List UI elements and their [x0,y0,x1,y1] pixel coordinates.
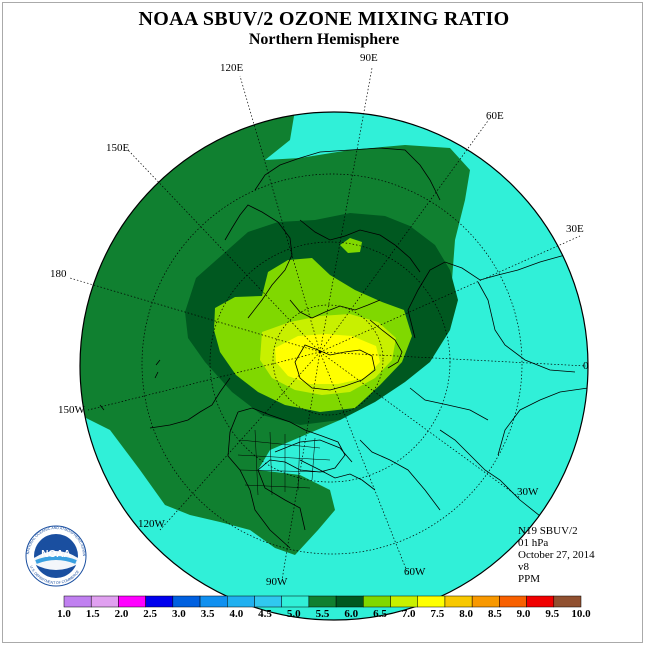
lon-label-90w: 90W [266,576,288,588]
colorbar-tick-label: 8.0 [459,608,473,620]
colorbar [63,595,582,608]
info-level: 01 hPa [518,537,549,549]
colorbar-tick-label: 2.0 [114,608,129,620]
lon-label-90e: 90E [360,52,378,64]
colorbar-tick-label: 3.5 [200,608,215,620]
info-date: October 27, 2014 [518,549,595,561]
colorbar-swatch [90,595,119,608]
colorbar-swatch [281,595,310,608]
colorbar-swatch [199,595,228,608]
colorbar-tick-label: 1.5 [85,608,100,620]
colorbar-tick-label: 2.5 [143,608,158,620]
colorbar-tick-label: 3.0 [172,608,186,620]
colorbar-tick-label: 10.0 [571,608,591,620]
ozone-level-7-0 [275,334,380,384]
noaa-logo: NOAA NATIONAL OCEANIC AND ATMOSPHERIC AD… [20,524,87,587]
colorbar-swatch [118,595,146,608]
colorbar-tick-label: 1.0 [57,608,71,620]
colorbar-tick-label: 7.5 [430,608,445,620]
colorbar-swatch [390,595,418,608]
lon-label-120e: 120E [220,62,244,74]
map-title: NOAA SBUV/2 OZONE MIXING RATIO [138,8,510,30]
lon-label-120w: 120W [138,518,165,530]
info-version: v8 [518,561,529,573]
colorbar-tick-label: 6.5 [373,608,387,620]
colorbar-swatch [172,595,201,608]
lon-label-150e: 150E [106,142,130,154]
colorbar-swatch [471,595,500,608]
noaa-logo-text: NOAA [41,549,70,560]
colorbar-swatch [308,595,337,608]
colorbar-tick-label: 9.5 [545,608,560,620]
colorbar-swatch [254,595,282,608]
colorbar-tick-label: 5.5 [315,608,330,620]
colorbar-swatch [526,595,555,608]
colorbar-tick-label: 4.5 [258,608,272,620]
colorbar-tick-label: 9.0 [516,608,531,620]
colorbar-swatch [417,595,446,608]
info-units: PPM [518,573,541,585]
colorbar-tick-label: 5.0 [286,608,301,620]
lon-label-60e: 60E [486,110,504,122]
colorbar-swatch [363,595,391,608]
coastlines [99,147,588,549]
map-boundary [79,111,589,621]
info-instrument: N19 SBUV/2 [518,525,578,537]
lon-label-60w: 60W [404,566,426,578]
colorbar-tick-label: 4.0 [229,608,244,620]
colorbar-swatch [63,595,92,608]
colorbar-swatch [499,595,527,608]
state-borders [237,429,331,496]
lon-label-0: 0 [583,360,589,372]
colorbar-swatch [335,595,364,608]
colorbar-tick-label: 7.0 [401,608,416,620]
lon-label-30w: 30W [517,486,539,498]
colorbar-swatch [553,595,582,608]
ozone-level-6-0-islet [340,238,362,253]
lon-label-30e: 30E [566,223,584,235]
graticule [69,67,587,581]
lon-label-180: 180 [50,268,67,280]
map-subtitle: Northern Hemisphere [248,31,400,48]
colorbar-swatch [444,595,473,608]
colorbar-tick-label: 6.0 [344,608,359,620]
colorbar-swatch [145,595,174,608]
colorbar-tick-label: 8.5 [487,608,502,620]
colorbar-swatch [227,595,255,608]
lon-label-150w: 150W [58,404,85,416]
